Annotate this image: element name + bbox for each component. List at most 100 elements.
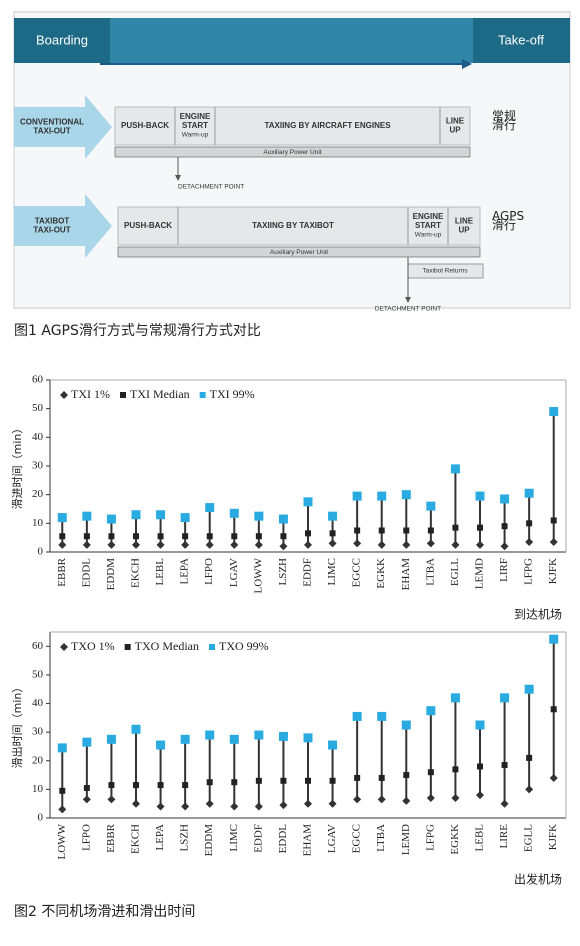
legend-marker: [60, 643, 68, 651]
median-marker: [427, 769, 434, 776]
legend-label: TXI 99%: [210, 387, 255, 401]
x-tick-label: EBBR: [56, 557, 68, 586]
cn-label: 滑行: [492, 218, 516, 232]
y-tick-label: 20: [32, 488, 44, 500]
step-label: ENGINE: [180, 112, 211, 121]
y-tick-label: 60: [32, 640, 44, 652]
x-tick-label: EKCH: [130, 558, 142, 588]
p99-marker: [303, 733, 313, 743]
median-marker: [206, 533, 213, 540]
cn-label: 常规: [492, 108, 516, 123]
p1-marker: [426, 793, 435, 802]
x-tick-label: LEMD: [400, 824, 412, 855]
median-marker: [108, 782, 115, 789]
median-marker: [255, 777, 262, 784]
p1-marker: [205, 540, 214, 549]
median-marker: [329, 530, 336, 537]
legend-marker: [60, 391, 68, 399]
p99-marker: [549, 407, 559, 417]
p1-marker: [402, 796, 411, 805]
x-tick-label: LEBL: [154, 558, 166, 586]
median-marker: [526, 520, 533, 527]
x-tick-label: LIRE: [498, 824, 510, 849]
x-tick-label: EGCC: [351, 558, 363, 587]
x-tick-label: LFPG: [523, 558, 535, 585]
median-marker: [182, 533, 189, 540]
median-marker: [280, 777, 287, 784]
p1-marker: [451, 540, 460, 549]
step-label: TAXIING BY TAXIBOT: [252, 221, 334, 230]
p99-marker: [500, 693, 510, 703]
x-tick-label: LIMC: [228, 824, 240, 852]
p99-marker: [156, 740, 166, 750]
p99-marker: [401, 490, 411, 500]
x-tick-label: LGAV: [228, 558, 240, 587]
detach-label: DETACHMENT POINT: [178, 184, 244, 191]
x-tick-label: LIRF: [498, 558, 510, 582]
p1-marker: [205, 799, 214, 808]
p1-marker: [230, 540, 239, 549]
step-label: LINE: [455, 217, 474, 226]
p99-marker: [229, 508, 239, 518]
x-tick-label: LOWW: [252, 557, 264, 593]
median-marker: [231, 533, 238, 540]
p1-marker: [279, 801, 288, 810]
x-tick-label: EGLL: [523, 824, 535, 852]
p99-marker: [82, 511, 92, 521]
x-axis-label: 出发机场: [514, 872, 562, 887]
p1-marker: [304, 540, 312, 549]
p1-marker: [82, 795, 91, 804]
median-marker: [354, 527, 361, 534]
detach-head: [175, 175, 181, 181]
p1-marker: [476, 791, 484, 800]
x-tick-label: EDDL: [80, 558, 92, 588]
p99-marker: [205, 730, 215, 740]
mode-chevron: [14, 95, 112, 159]
median-marker: [403, 527, 410, 534]
x-tick-label: EGKK: [449, 824, 461, 855]
step-label: TAXIING BY AIRCRAFT ENGINES: [264, 121, 391, 130]
median-marker: [452, 766, 459, 773]
cn-label: AGPS: [492, 209, 524, 223]
p99-marker: [328, 740, 338, 750]
p99-marker: [524, 684, 534, 694]
x-tick-label: LTBA: [424, 558, 436, 586]
step-label: UP: [458, 226, 470, 235]
p1-marker: [328, 799, 337, 808]
p1-marker: [304, 799, 312, 808]
p99-marker: [156, 510, 166, 520]
x-tick-label: EHAM: [400, 558, 412, 591]
x-tick-label: KJFK: [547, 824, 559, 850]
median-marker: [231, 779, 238, 786]
x-tick-label: LTBA: [375, 824, 387, 852]
mode-label: TAXI-OUT: [33, 127, 70, 136]
mode-label: CONVENTIONAL: [20, 118, 84, 127]
p1-marker: [181, 540, 190, 549]
p99-marker: [57, 743, 67, 753]
p1-marker: [181, 802, 190, 811]
x-tick-label: EGKK: [375, 558, 387, 589]
x-tick-label: LSZH: [277, 558, 289, 586]
median-marker: [477, 763, 483, 770]
x-tick-label: EDDM: [203, 824, 215, 857]
y-tick-label: 40: [32, 431, 44, 443]
p99-marker: [450, 693, 460, 703]
p99-marker: [500, 494, 510, 504]
arrow-head: [462, 59, 472, 69]
median-marker: [59, 787, 66, 794]
legend-marker: [199, 392, 206, 398]
step-label: PUSH-BACK: [124, 221, 172, 230]
x-tick-label: LEMD: [474, 558, 486, 589]
p1-marker: [58, 805, 67, 814]
legend-label: TXO 99%: [219, 639, 269, 653]
median-marker: [501, 762, 508, 769]
x-tick-label: LSZH: [179, 824, 191, 852]
median-marker: [83, 533, 90, 540]
step-label: PUSH-BACK: [121, 121, 169, 130]
p99-marker: [106, 514, 116, 524]
p99-marker: [401, 720, 411, 730]
median-marker: [354, 774, 361, 781]
p99-marker: [229, 734, 239, 744]
p1-marker: [377, 795, 386, 804]
apu-label: Auxiliary Power Unit: [263, 149, 321, 156]
